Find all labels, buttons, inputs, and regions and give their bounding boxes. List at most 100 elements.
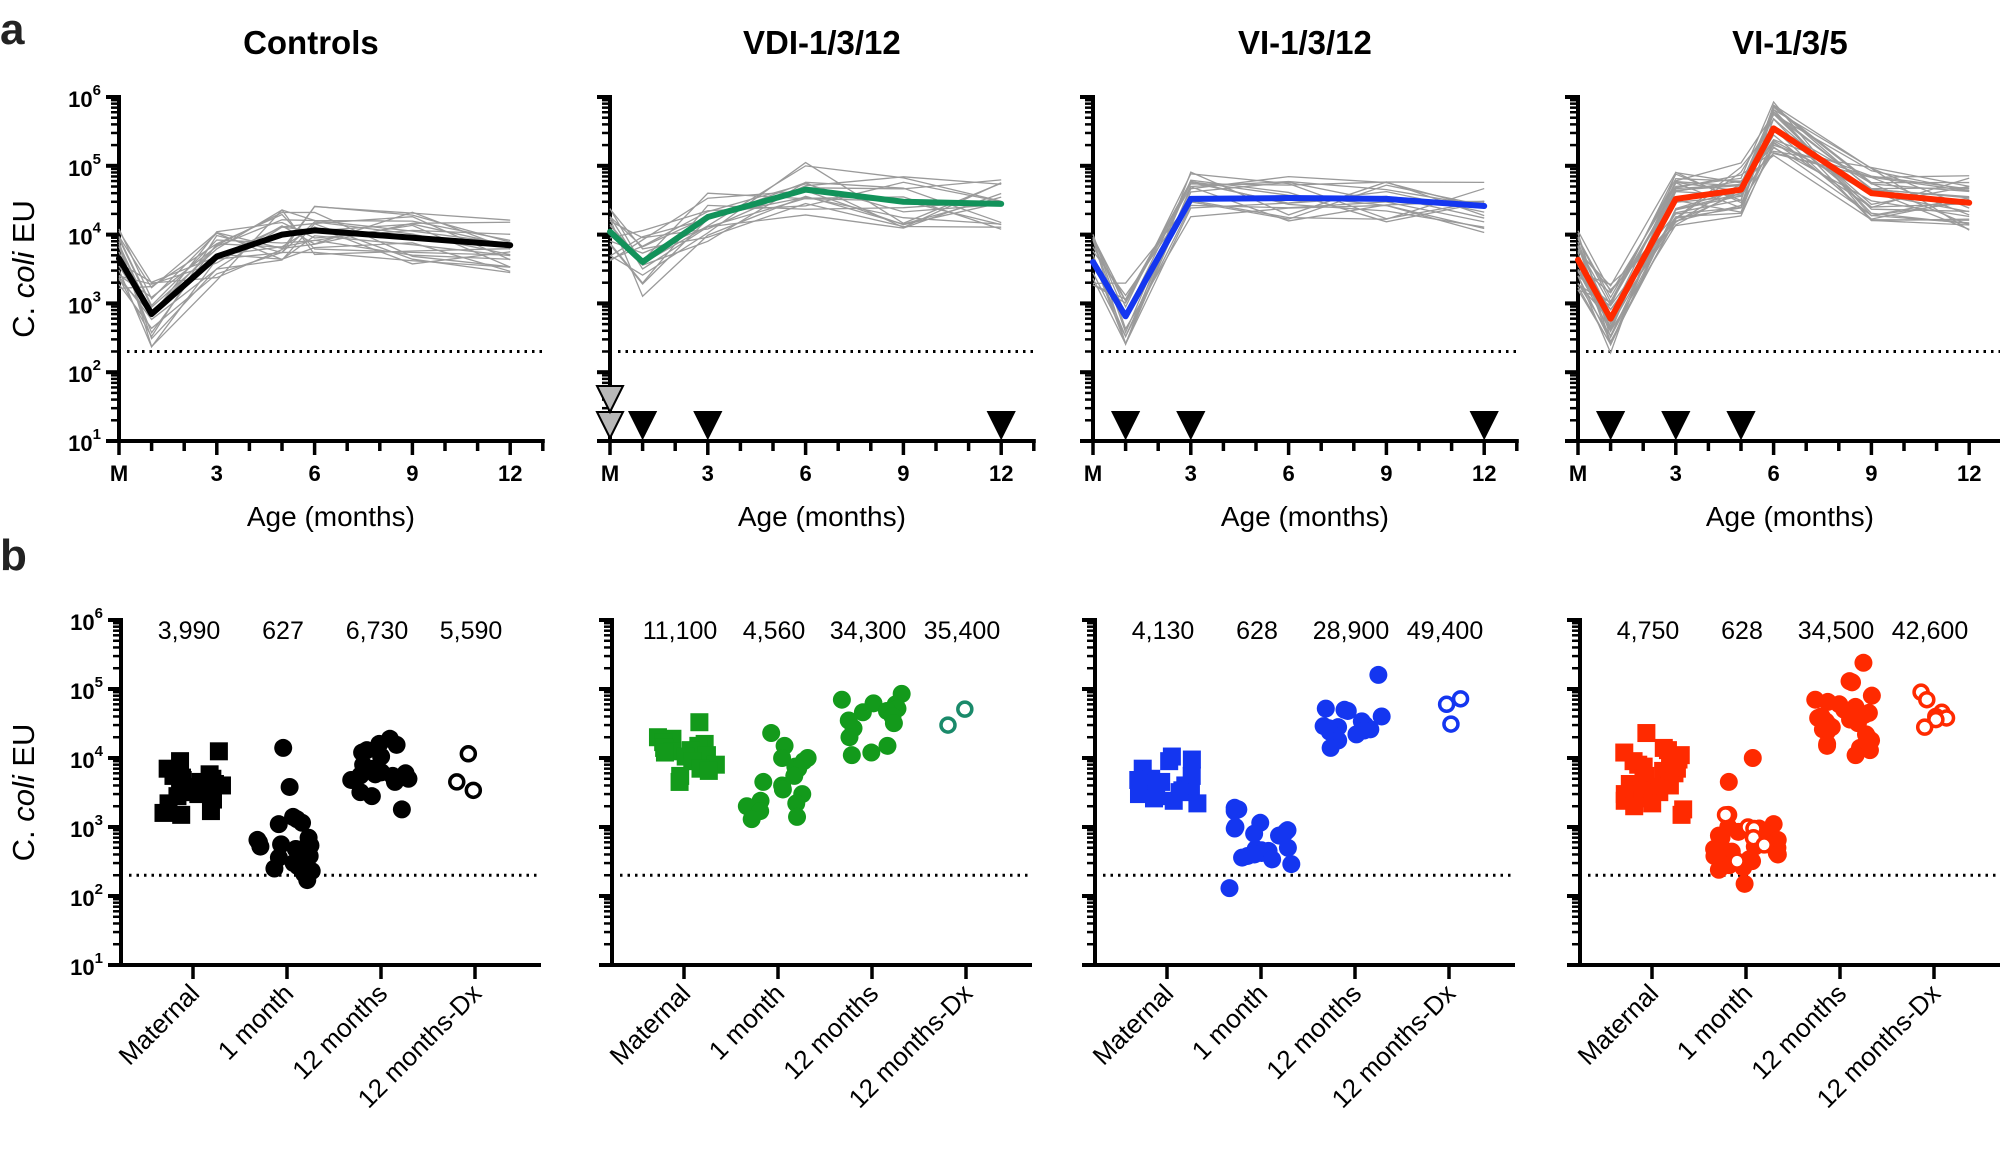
- vaccination-marker-icon: [1469, 411, 1499, 441]
- data-point-circle: [1347, 725, 1366, 744]
- individual-trace: [118, 211, 511, 285]
- individual-trace: [1577, 146, 1970, 322]
- data-point-open-circle: [956, 700, 974, 718]
- x-tick-label: 3: [702, 461, 714, 486]
- panel-b-y-axis-title: C. coli EU: [6, 724, 41, 862]
- panel-a-y-tick-label: 106: [68, 82, 101, 112]
- panel-a-y-tick-exponent: 1: [93, 426, 101, 443]
- category-label: Maternal: [1572, 978, 1665, 1071]
- panel-b-y-tick-exponent: 6: [95, 605, 103, 622]
- data-point-open-circle: [1755, 836, 1773, 854]
- individual-trace: [609, 202, 1002, 250]
- x-axis-title: Age (months): [247, 501, 415, 532]
- data-point-circle: [884, 714, 903, 733]
- x-tick-label: M: [1569, 461, 1587, 486]
- individual-trace: [609, 176, 1002, 239]
- data-point-circle: [754, 772, 773, 791]
- plots-container: Controls 101 102 103 104 105 106 C. coli EU M 3 6 9…: [6, 24, 2000, 1114]
- data-point-square: [1637, 724, 1656, 743]
- data-point-square: [172, 805, 191, 824]
- x-tick-label: 12: [989, 461, 1013, 486]
- data-point-open-circle: [459, 745, 478, 763]
- data-point-circle: [293, 813, 312, 832]
- gmt-value-label: 628: [1236, 617, 1278, 645]
- data-point-circle: [274, 738, 293, 757]
- data-point-square: [189, 785, 208, 804]
- individual-trace: [1092, 179, 1485, 335]
- data-point-square: [1164, 791, 1183, 810]
- vaccination-marker-icon: [986, 411, 1016, 441]
- gmt-value-label: 42,600: [1892, 617, 1968, 645]
- panel-a-y-tick-label: 102: [68, 357, 101, 387]
- x-axis-title: Age (months): [738, 501, 906, 532]
- panel-b-y-tick-label: 103: [70, 812, 103, 842]
- ylabel-suffix: EU: [6, 200, 41, 252]
- individual-trace: [1092, 184, 1485, 285]
- data-point-circle: [773, 780, 792, 799]
- panel-letter-b: b: [0, 531, 27, 580]
- data-point-circle: [878, 736, 897, 755]
- panel-a-y-tick-exponent: 5: [93, 151, 101, 168]
- panel-title: VI-1/3/12: [1238, 24, 1372, 61]
- panel-b-plot-1: 101 102 103 104 105 106 C. coli EU Maternal 1 mo…: [6, 605, 541, 1114]
- data-point-circle: [280, 777, 299, 796]
- individual-trace: [1092, 190, 1485, 346]
- panel-b-y-tick-exponent: 3: [95, 812, 103, 829]
- data-point-circle: [1735, 874, 1754, 893]
- vaccination-marker-icon: [1726, 411, 1756, 441]
- category-label: 1 month: [1186, 978, 1274, 1066]
- maternal-vaccination-marker-icon: [595, 411, 625, 441]
- panel-letter-a: a: [0, 5, 25, 54]
- data-point-circle: [1225, 819, 1244, 838]
- panel-title: Controls: [243, 24, 379, 61]
- data-point-circle: [787, 794, 806, 813]
- data-point-circle: [269, 815, 288, 834]
- x-tick-label: 6: [1767, 461, 1779, 486]
- individual-trace: [118, 205, 511, 284]
- individual-trace: [609, 161, 1002, 276]
- data-point-circle: [1372, 707, 1391, 726]
- data-point-open-circle: [1451, 690, 1470, 708]
- data-point-circle: [1860, 741, 1879, 760]
- data-point-circle: [788, 807, 807, 826]
- panel-a-y-tick-exponent: 3: [93, 288, 101, 305]
- data-point-circle: [853, 703, 872, 722]
- data-point-circle: [1843, 673, 1862, 692]
- panel-b-y-tick-exponent: 5: [95, 674, 103, 691]
- vaccination-marker-icon: [693, 411, 723, 441]
- data-point-circle: [251, 837, 270, 856]
- panel-a-plot-4: VI-1/3/5 M 3 6 9 12 Age (months): [1565, 24, 2000, 532]
- data-point-circle: [399, 769, 418, 788]
- data-point-circle: [1862, 686, 1881, 705]
- ylabel-italic: coli: [6, 251, 41, 299]
- ylabel-italic: coli: [6, 774, 41, 822]
- x-tick-label: M: [110, 461, 128, 486]
- individual-trace: [118, 209, 511, 309]
- panel-title: VDI-1/3/12: [743, 24, 901, 61]
- individual-trace: [1577, 146, 1970, 307]
- individual-trace: [1092, 173, 1485, 309]
- data-point-circle: [773, 749, 792, 767]
- mean-line: [116, 227, 514, 318]
- data-point-circle: [392, 800, 411, 819]
- data-point-square: [1160, 752, 1179, 771]
- x-tick-label: 9: [897, 461, 909, 486]
- data-point-circle: [362, 787, 381, 806]
- x-tick-label: M: [601, 461, 619, 486]
- panel-b-y-tick-label: 106: [70, 605, 103, 635]
- individual-trace: [1577, 151, 1970, 287]
- data-point-circle: [1369, 665, 1388, 684]
- data-point-circle: [1225, 802, 1244, 821]
- ylabel-prefix: C.: [6, 822, 41, 862]
- x-tick-label: 6: [799, 461, 811, 486]
- panel-b-y-tick-exponent: 4: [95, 743, 104, 760]
- x-axis-title: Age (months): [1706, 501, 1874, 532]
- data-point-circle: [1846, 746, 1865, 765]
- individual-trace: [1577, 141, 1970, 355]
- data-point-open-circle: [1918, 690, 1936, 709]
- panel-title: VI-1/3/5: [1732, 24, 1848, 61]
- data-point-circle: [862, 743, 881, 762]
- panel-b-y-tick-label: 104: [70, 743, 103, 773]
- panel-a-plot-3: VI-1/3/12 M 3 6 9 12 Age (months): [1080, 24, 1521, 532]
